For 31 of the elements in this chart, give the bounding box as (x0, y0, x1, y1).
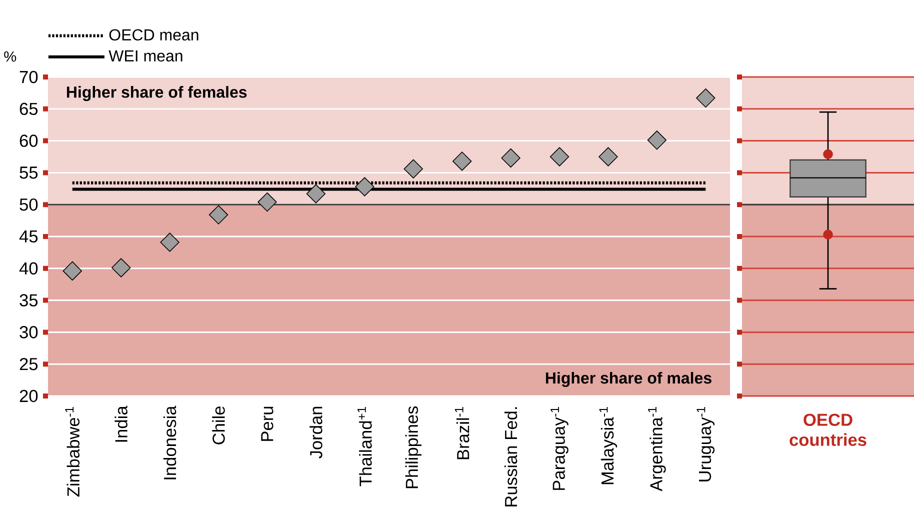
y-axis-title: % (4, 51, 16, 62)
y-tick-label: 25 (20, 358, 38, 370)
x-tick-label: Peru (261, 406, 274, 441)
x-tick-label: Malaysia$^{-1}$ (599, 406, 618, 484)
x-tick-label: Argentina$^{-1}$ (648, 406, 666, 492)
x-tick-label: Uruguay$^{-1}$ (696, 406, 715, 482)
y-tick-label: 45 (19, 230, 38, 243)
y-tick-label: 30 (20, 326, 38, 338)
band-label: Higher share of females (66, 86, 247, 102)
band-label: Higher share of males (546, 372, 712, 387)
x-tick-label: Zimbabwe$^{-1}$ (65, 406, 80, 497)
x-tick-label: India (114, 406, 128, 442)
legend-label: WEI mean (108, 50, 182, 62)
y-tick-label: 55 (20, 166, 38, 179)
x-tick-label: Indonesia (163, 406, 176, 480)
y-tick-label: 65 (20, 102, 38, 116)
legend-label: OECD mean (109, 29, 198, 41)
x-tick-label: OECD countries (790, 414, 866, 446)
x-tick-label: Jordan (310, 406, 322, 458)
x-tick-label: Brazil$^{-1}$ (454, 406, 470, 460)
y-tick-label: 40 (19, 262, 38, 275)
x-tick-label: Chile (212, 406, 225, 444)
y-tick-label: 35 (20, 294, 38, 306)
x-tick-label: Paraguay$^{-1}$ (550, 406, 568, 490)
y-tick-label: 70 (20, 70, 38, 84)
x-tick-label: Russian Fed. (504, 407, 518, 506)
y-tick-label: 50 (20, 198, 38, 211)
y-tick-label: 20 (20, 390, 38, 402)
x-tick-label: Thailand$^{+1}$ (357, 406, 372, 486)
x-tick-label: Philippines (405, 406, 422, 488)
y-tick-label: 60 (20, 134, 38, 147)
